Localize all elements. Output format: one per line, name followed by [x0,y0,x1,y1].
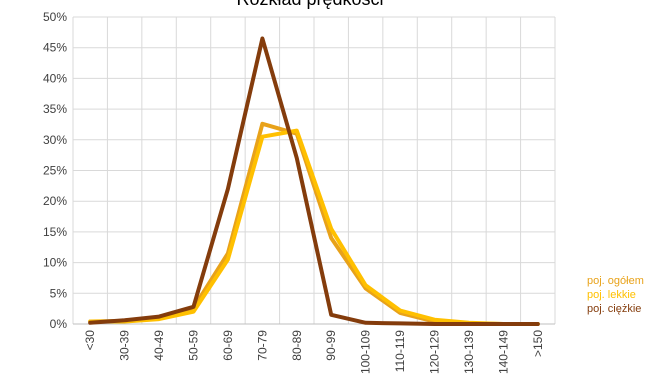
y-tick-label: 40% [43,71,67,85]
legend: poj. ogółem poj. lekkie poj. ciężkie [587,275,644,315]
x-tick-label: 120-129 [428,330,442,374]
x-tick-label: 30-39 [118,330,132,361]
y-tick-label: 5% [50,286,68,300]
x-tick-label: 80-89 [290,330,304,361]
legend-entry: poj. lekkie [587,289,636,301]
y-tick-label: 50% [43,10,67,24]
x-tick-label: 110-119 [393,330,407,373]
y-tick-label: 15% [43,225,67,239]
y-tick-label: 35% [43,102,67,116]
y-tick-label: 45% [43,41,67,55]
y-tick-label: 25% [43,164,67,178]
x-tick-label: 140-149 [496,330,510,374]
y-tick-label: 20% [43,194,67,208]
x-tick-label: 70-79 [255,330,269,361]
legend-entry: poj. ciężkie [587,303,641,315]
x-tick-label: >150 [531,330,545,357]
y-tick-label: 10% [43,256,67,270]
legend-entry: poj. ogółem [587,275,644,287]
x-tick-label: 90-99 [324,330,338,361]
grid-lines [72,16,556,325]
x-tick-label: <30 [83,330,97,351]
y-tick-label: 0% [50,317,68,331]
x-tick-label: 60-69 [221,330,235,361]
y-tick-label: 30% [43,133,67,147]
series-lines [88,36,540,326]
x-tick-label: 40-49 [152,330,166,361]
chart-title: Rozkład prędkości [236,0,383,9]
x-tick-label: 50-59 [187,330,201,361]
x-tick-label: 100-109 [359,330,373,374]
series-line [88,36,540,326]
x-tick-label: 130-139 [462,330,476,374]
axes: 0% 5% 10% 15% 20% 25% 30% 35% 40% 45% 50% <30 30-39 4… [43,10,555,374]
